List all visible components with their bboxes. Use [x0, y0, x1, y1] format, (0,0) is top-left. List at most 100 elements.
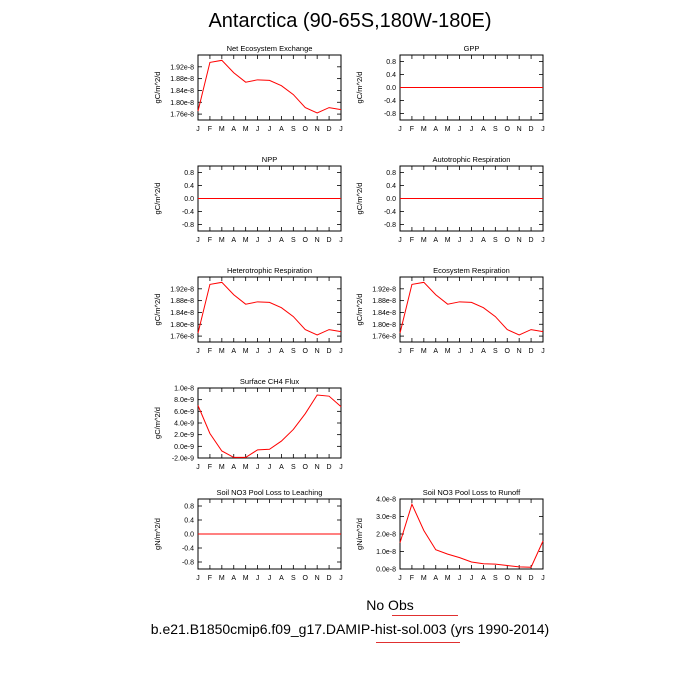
surface-ch4-flux-ytick-label: 0.0e-9	[174, 444, 194, 451]
npp-xtick-label: D	[327, 237, 332, 244]
net-ecosystem-exchange-xtick-label: N	[315, 126, 320, 133]
autotrophic-respiration-xtick-label: M	[421, 237, 427, 244]
npp-xtick-label: N	[315, 237, 320, 244]
ecosystem-respiration-xtick-label: A	[481, 348, 486, 355]
soil-no3-pool-loss-to-runoff-xtick-label: J	[398, 575, 402, 582]
no-obs-label: No Obs	[366, 597, 414, 613]
gpp-ytick-label: 0.4	[386, 72, 396, 79]
soil-no3-pool-loss-to-leaching-ylabel: gN/m^2/d	[153, 518, 162, 550]
gpp-xtick-label: D	[529, 126, 534, 133]
surface-ch4-flux-xtick-label: N	[315, 464, 320, 471]
autotrophic-respiration-xtick-label: O	[505, 237, 511, 244]
surface-ch4-flux-ylabel: gC/m^2/d	[153, 407, 162, 439]
npp-xtick-label: M	[243, 237, 249, 244]
net-ecosystem-exchange-xtick-label: F	[208, 126, 212, 133]
soil-no3-pool-loss-to-runoff-xtick-label: M	[421, 575, 427, 582]
heterotrophic-respiration-ylabel: gC/m^2/d	[153, 294, 162, 326]
ecosystem-respiration-xtick-label: S	[493, 348, 498, 355]
soil-no3-pool-loss-to-runoff-xtick-label: N	[517, 575, 522, 582]
surface-ch4-flux-series-line	[197, 394, 342, 458]
heterotrophic-respiration-xtick-label: A	[231, 348, 236, 355]
npp-ytick-label: 0.8	[184, 170, 194, 177]
gpp-ytick-label: 0.0	[386, 85, 396, 92]
heterotrophic-respiration-xtick-label: J	[196, 348, 200, 355]
gpp-xtick-label: O	[505, 126, 511, 133]
npp-xtick-label: J	[268, 237, 272, 244]
net-ecosystem-exchange-xtick-label: J	[196, 126, 200, 133]
net-ecosystem-exchange-xtick-label: S	[291, 126, 296, 133]
net-ecosystem-exchange-series-line	[197, 59, 342, 114]
autotrophic-respiration-title: Autotrophic Respiration	[433, 155, 511, 164]
heterotrophic-respiration-ytick-label: 1.80e-8	[170, 322, 194, 329]
ecosystem-respiration-xtick-label: M	[445, 348, 451, 355]
gpp-xtick-label: J	[458, 126, 462, 133]
soil-no3-pool-loss-to-runoff-ytick-label: 3.0e-8	[376, 514, 396, 521]
surface-ch4-flux-xtick-label: J	[196, 464, 200, 471]
surface-ch4-flux-ytick-label: 8.0e-9	[174, 397, 194, 404]
ecosystem-respiration-xtick-label: O	[505, 348, 511, 355]
net-ecosystem-exchange-xtick-label: O	[303, 126, 309, 133]
soil-no3-pool-loss-to-leaching-xtick-label: F	[208, 575, 212, 582]
autotrophic-respiration-xtick-label: J	[398, 237, 402, 244]
heterotrophic-respiration-xtick-label: N	[315, 348, 320, 355]
autotrophic-respiration-xtick-label: J	[470, 237, 474, 244]
autotrophic-respiration-ytick-label: 0.0	[386, 196, 396, 203]
ecosystem-respiration-ytick-label: 1.92e-8	[372, 286, 396, 293]
net-ecosystem-exchange-title: Net Ecosystem Exchange	[227, 44, 313, 53]
ecosystem-respiration-xtick-label: J	[398, 348, 402, 355]
npp-xtick-label: J	[339, 237, 343, 244]
gpp-xtick-label: A	[433, 126, 438, 133]
heterotrophic-respiration-xtick-label: F	[208, 348, 212, 355]
soil-no3-pool-loss-to-leaching-ytick-label: 0.0	[184, 532, 194, 539]
case-label: b.e21.B1850cmip6.f09_g17.DAMIP-hist-sol.…	[150, 621, 550, 637]
net-ecosystem-exchange-ytick-label: 1.84e-8	[170, 88, 194, 95]
autotrophic-respiration-xtick-label: N	[517, 237, 522, 244]
soil-no3-pool-loss-to-runoff-xtick-label: J	[541, 575, 545, 582]
gpp-ytick-label: 0.8	[386, 59, 396, 66]
net-ecosystem-exchange-ytick-label: 1.92e-8	[170, 64, 194, 71]
ecosystem-respiration-xtick-label: A	[433, 348, 438, 355]
heterotrophic-respiration-xtick-label: J	[339, 348, 343, 355]
net-ecosystem-exchange-ytick-label: 1.88e-8	[170, 76, 194, 83]
surface-ch4-flux-xtick-label: F	[208, 464, 212, 471]
net-ecosystem-exchange-xtick-label: A	[279, 126, 284, 133]
autotrophic-respiration-xtick-label: D	[529, 237, 534, 244]
soil-no3-pool-loss-to-leaching-ytick-label: 0.8	[184, 504, 194, 511]
ecosystem-respiration-xtick-label: F	[410, 348, 414, 355]
gpp-ytick-label: -0.8	[384, 111, 396, 118]
surface-ch4-flux-xtick-label: A	[231, 464, 236, 471]
soil-no3-pool-loss-to-runoff-ytick-label: 1.0e-8	[376, 549, 396, 556]
autotrophic-respiration-ylabel: gC/m^2/d	[355, 183, 364, 215]
surface-ch4-flux-ytick-label: 6.0e-9	[174, 409, 194, 416]
heterotrophic-respiration-ytick-label: 1.84e-8	[170, 310, 194, 317]
gpp-xtick-label: F	[410, 126, 414, 133]
soil-no3-pool-loss-to-leaching-ytick-label: -0.8	[182, 560, 194, 567]
ecosystem-respiration-plot-frame	[399, 276, 544, 343]
soil-no3-pool-loss-to-runoff-xtick-label: A	[433, 575, 438, 582]
heterotrophic-respiration-plot-frame	[197, 276, 342, 343]
soil-no3-pool-loss-to-runoff-xtick-label: S	[493, 575, 498, 582]
npp-ylabel: gC/m^2/d	[153, 183, 162, 215]
gpp-xtick-label: M	[421, 126, 427, 133]
npp-xtick-label: A	[231, 237, 236, 244]
net-ecosystem-exchange-xtick-label: J	[339, 126, 343, 133]
soil-no3-pool-loss-to-leaching-xtick-label: J	[339, 575, 343, 582]
soil-no3-pool-loss-to-leaching-title: Soil NO3 Pool Loss to Leaching	[217, 488, 323, 497]
surface-ch4-flux-xtick-label: M	[243, 464, 249, 471]
autotrophic-respiration-ytick-label: -0.8	[384, 222, 396, 229]
gpp-xtick-label: N	[517, 126, 522, 133]
net-ecosystem-exchange-xtick-label: A	[231, 126, 236, 133]
autotrophic-respiration-xtick-label: M	[445, 237, 451, 244]
surface-ch4-flux-ytick-label: 4.0e-9	[174, 421, 194, 428]
heterotrophic-respiration-ytick-label: 1.76e-8	[170, 334, 194, 341]
npp-xtick-label: A	[279, 237, 284, 244]
ecosystem-respiration-xtick-label: D	[529, 348, 534, 355]
soil-no3-pool-loss-to-leaching-xtick-label: M	[219, 575, 225, 582]
obs-legend-line	[392, 615, 458, 616]
npp-xtick-label: J	[196, 237, 200, 244]
ecosystem-respiration-ylabel: gC/m^2/d	[355, 294, 364, 326]
soil-no3-pool-loss-to-runoff-ytick-label: 2.0e-8	[376, 532, 396, 539]
npp-xtick-label: J	[256, 237, 260, 244]
autotrophic-respiration-xtick-label: J	[541, 237, 545, 244]
